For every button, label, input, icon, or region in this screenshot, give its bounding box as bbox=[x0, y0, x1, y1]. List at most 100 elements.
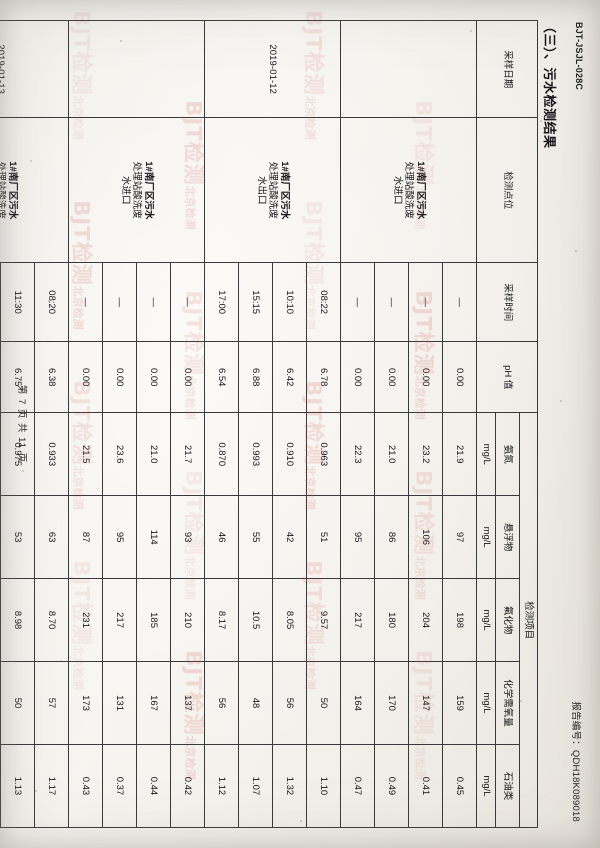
cell-cod: 173 bbox=[68, 661, 103, 745]
cell-cod: 58 bbox=[0, 661, 1, 745]
sample-point-line: 水出口 bbox=[255, 176, 267, 205]
cell-suspended: 86 bbox=[374, 495, 409, 579]
cell-oil: 0.47 bbox=[340, 744, 375, 828]
cell-suspended: 114 bbox=[136, 495, 171, 579]
cell-oil: 1.12 bbox=[204, 744, 239, 828]
cell-cod: 50 bbox=[306, 661, 341, 745]
col-unit-suspended: mg/L bbox=[476, 495, 496, 579]
cell-oil: 0.37 bbox=[102, 744, 137, 828]
cell-oil: 0.49 bbox=[374, 744, 409, 828]
cell-suspended: 87 bbox=[68, 495, 103, 579]
cell-suspended: 49 bbox=[0, 495, 1, 579]
cell-fluoride: 11.2 bbox=[0, 578, 1, 662]
cell-suspended: 95 bbox=[102, 495, 137, 579]
cell-ammonia: 21.7 bbox=[170, 412, 205, 496]
cell-suspended: 51 bbox=[306, 495, 341, 579]
cell-suspended: 55 bbox=[238, 495, 273, 579]
sample-point-line: 水进口 bbox=[391, 176, 403, 205]
cell-suspended: 93 bbox=[170, 495, 205, 579]
cell-oil: 1.17 bbox=[34, 744, 69, 828]
cell-suspended: 106 bbox=[408, 495, 443, 579]
cell-ammonia: 21.0 bbox=[374, 412, 409, 496]
col-header-point: 检测点位 bbox=[476, 117, 538, 263]
table-row: 2019-01-12 1#南厂区污水 处理站酸洗废 水出口 08:22 6.78 0.963… bbox=[204, 20, 341, 828]
cell-ammonia: 22.3 bbox=[340, 412, 375, 496]
cell-fluoride: 8.70 bbox=[34, 578, 69, 662]
cell-ph: 0.00 bbox=[340, 341, 375, 413]
cell-sample-time: 15:15 bbox=[238, 262, 273, 342]
cell-oil: 1.10 bbox=[306, 744, 341, 828]
cell-ammonia: 23.6 bbox=[102, 412, 137, 496]
cell-suspended: 46 bbox=[204, 495, 239, 579]
cell-sample-time: — bbox=[136, 262, 171, 342]
cell-ammonia: 0.884 bbox=[0, 412, 1, 496]
cell-sample-point: 1#南厂区污水 处理站酸洗废 水进口 bbox=[340, 117, 477, 263]
cell-sample-time: — bbox=[340, 262, 375, 342]
col-unit-ammonia: mg/L bbox=[476, 412, 496, 496]
cell-ammonia: 0.870 bbox=[204, 412, 239, 496]
cell-sample-time: — bbox=[68, 262, 103, 342]
cell-ammonia: 23.2 bbox=[408, 412, 443, 496]
cell-ph: 0.00 bbox=[170, 341, 205, 413]
cell-sample-date: 2019-01-13 bbox=[0, 20, 69, 118]
cell-sample-point: 1#南厂区污水 处理站酸洗废 水进口 bbox=[68, 117, 205, 263]
col-header-date: 采样日期 bbox=[476, 20, 538, 118]
cell-oil: 1.07 bbox=[238, 744, 273, 828]
cell-suspended: 63 bbox=[34, 495, 69, 579]
cell-ph: 6.42 bbox=[272, 341, 307, 413]
cell-fluoride: 180 bbox=[374, 578, 409, 662]
sample-point-line: 处理站酸洗废 bbox=[403, 161, 415, 219]
cell-ammonia: 0.963 bbox=[306, 412, 341, 496]
cell-fluoride: 198 bbox=[442, 578, 477, 662]
cell-ph: 0.00 bbox=[102, 341, 137, 413]
sample-point-line: 1#南厂区污水 bbox=[279, 161, 291, 220]
report-number: 报告编号：QDH18K089018 bbox=[570, 701, 584, 822]
cell-ammonia: 0.933 bbox=[34, 412, 69, 496]
col-header-cod: 化学需氧量 bbox=[495, 661, 520, 745]
cell-ammonia: 21.0 bbox=[136, 412, 171, 496]
cell-ph: 6.78 bbox=[306, 341, 341, 413]
col-header-fluoride: 氟化物 bbox=[495, 578, 520, 662]
cell-ph: 0.00 bbox=[68, 341, 103, 413]
report-number-label: 报告编号： bbox=[570, 701, 581, 750]
table-header: 采样日期 检测点位 采样时间 pH 值检测项目 氨氮 悬浮物 氟化物 化学需氧量 石油类 mg/L… bbox=[476, 20, 538, 828]
cell-fluoride: 217 bbox=[102, 578, 137, 662]
cell-sample-point: 1#南厂区污水处理站酸洗废水出口 bbox=[204, 117, 341, 263]
cell-cod: 164 bbox=[340, 661, 375, 745]
header-row-group: 采样日期 检测点位 采样时间 pH 值检测项目 bbox=[476, 20, 538, 828]
col-header-ammonia: 氨氮 bbox=[495, 412, 520, 496]
form-code: BJT-JSJL-028C bbox=[574, 22, 584, 91]
cell-suspended: 97 bbox=[442, 495, 477, 579]
cell-fluoride: 8.17 bbox=[204, 578, 239, 662]
page-footer: 第 7 页 共 11 页 bbox=[16, 384, 27, 464]
cell-sample-time: — bbox=[170, 262, 205, 342]
cell-sample-time: — bbox=[408, 262, 443, 342]
cell-ph: 6.54 bbox=[204, 341, 239, 413]
cell-cod: 147 bbox=[408, 661, 443, 745]
cell-fluoride: 210 bbox=[170, 578, 205, 662]
cell-sample-time: — bbox=[442, 262, 477, 342]
col-unit-cod: mg/L bbox=[476, 661, 496, 745]
cell-ammonia: 21.9 bbox=[442, 412, 477, 496]
cell-ammonia: 21.5 bbox=[68, 412, 103, 496]
cell-cod: 56 bbox=[272, 661, 307, 745]
cell-ph: 6.88 bbox=[238, 341, 273, 413]
cell-ammonia: 0.910 bbox=[272, 412, 307, 496]
cell-sample-date: 2019-01-12 bbox=[204, 20, 341, 118]
cell-sample-date bbox=[68, 20, 205, 118]
cell-oil: 0.44 bbox=[136, 744, 171, 828]
col-header-group-items: 检测项目 bbox=[519, 412, 538, 828]
cell-sample-time: 14:10 bbox=[0, 262, 1, 342]
cell-sample-time: 10:10 bbox=[272, 262, 307, 342]
table-body: 1#南厂区污水 处理站酸洗废 水进口 —0.00 21.9 97 198 159 0.45—0.… bbox=[0, 20, 477, 828]
cell-sample-time: 17:00 bbox=[204, 262, 239, 342]
report-number-value: QDH18K089018 bbox=[570, 749, 581, 822]
col-header-ph: pH 值 bbox=[476, 341, 538, 413]
cell-cod: 48 bbox=[238, 661, 273, 745]
cell-fluoride: 9.57 bbox=[306, 578, 341, 662]
cell-suspended: 42 bbox=[272, 495, 307, 579]
table-row: 1#南厂区污水 处理站酸洗废 水进口 —0.00 21.9 97 198 159 0.45 bbox=[340, 20, 477, 828]
sample-point-line: 处理站酸洗废 bbox=[0, 161, 7, 219]
